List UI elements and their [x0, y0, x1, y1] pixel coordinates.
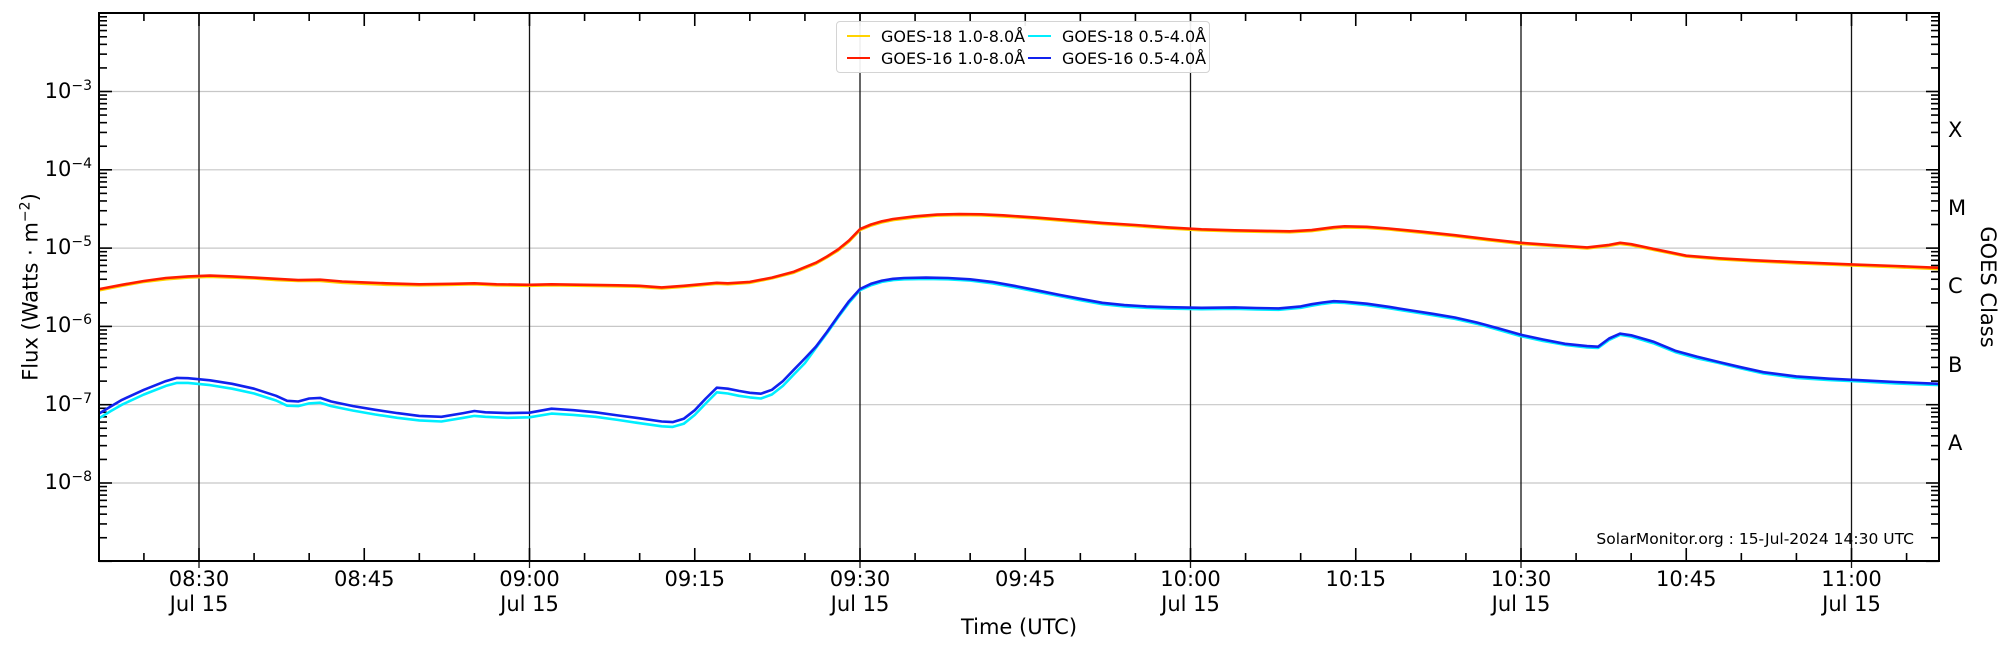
x-tick-time: 09:15	[664, 567, 726, 591]
y-tick-label: 10−4	[44, 155, 92, 181]
x-tick-time: 09:45	[994, 567, 1056, 591]
legend-label: GOES-18 0.5-4.0Å	[1062, 26, 1207, 46]
x-tick-time: 09:30	[829, 567, 891, 591]
legend-entry-goes16-short: GOES-16 0.5-4.0Å	[1028, 47, 1206, 69]
legend-entry-goes18-long: GOES-18 1.0-8.0Å	[847, 25, 1025, 47]
legend-entry-goes16-long: GOES-16 1.0-8.0Å	[847, 47, 1025, 69]
y-axis-title: Flux (Watts · m−2)	[18, 193, 43, 381]
x-tick-date: Jul 15	[1161, 592, 1220, 617]
goes16-short-line-swatch	[1028, 57, 1051, 59]
x-tick-date: Jul 15	[169, 592, 229, 617]
x-tick-time: 10:00	[1160, 567, 1221, 591]
goes-class-label-x: X	[1948, 117, 1963, 142]
x-tick-date: Jul 15	[830, 592, 890, 617]
x-tick-label: 09:30 Jul 15	[805, 567, 915, 617]
y-tick-label: 10−8	[44, 469, 92, 494]
legend-label: GOES-18 1.0-8.0Å	[881, 26, 1026, 46]
flux-curve-goes-16-0-5-4-0-	[99, 276, 1939, 424]
x-tick-time: 10:30	[1490, 567, 1552, 591]
x-tick-time: 08:45	[333, 567, 395, 591]
x-tick-label: 10:30 Jul 15	[1466, 567, 1576, 617]
goes18-short-line-swatch	[1028, 35, 1051, 37]
legend-entry-goes18-short: GOES-18 0.5-4.0Å	[1028, 25, 1206, 47]
y-tick-label: 10−6	[44, 312, 92, 338]
horizontal-gridlines	[99, 90, 1939, 484]
x-tick-time: 11:00	[1821, 567, 1882, 591]
x-axis-title: Time (UTC)	[960, 615, 1078, 639]
goes-class-label-a: A	[1948, 430, 1963, 455]
x-tick-time: 10:45	[1655, 567, 1717, 591]
x-tick-time: 10:15	[1325, 567, 1387, 591]
goes-class-label-m: M	[1948, 195, 1967, 220]
x-tick-label: 08:30 Jul 15	[144, 567, 254, 617]
x-tick-label: 08:45	[309, 567, 419, 592]
x-tick-label: 09:15	[640, 567, 750, 592]
x-tick-time: 08:30	[168, 567, 230, 591]
plot-border	[98, 12, 1940, 562]
goes16-long-line-swatch	[847, 57, 870, 59]
x-tick-time: 09:00	[499, 567, 560, 591]
flux-curve-goes-16-1-0-8-0-	[99, 212, 1939, 291]
axis-ticks	[99, 12, 1939, 563]
legend: GOES-18 1.0-8.0Å GOES-16 1.0-8.0Å GOES-1…	[836, 21, 1210, 73]
x-tick-date: Jul 15	[1491, 592, 1551, 617]
legend-label: GOES-16 0.5-4.0Å	[1062, 48, 1207, 68]
goes-class-label-b: B	[1948, 352, 1963, 377]
x-tick-label: 10:00 Jul 15	[1136, 567, 1246, 617]
flux-curve-goes-18-1-0-8-0-	[99, 213, 1939, 292]
x-tick-label: 10:45	[1631, 567, 1741, 592]
y-tick-label: 10−3	[44, 77, 92, 103]
right-axis-title: GOES Class	[1976, 226, 2000, 348]
solarmonitor-timestamp: SolarMonitor.org : 15-Jul-2024 14:30 UTC	[1596, 530, 1914, 548]
x-tick-label: 09:00 Jul 15	[475, 567, 585, 617]
y-axis-title-sup: −2	[17, 201, 34, 223]
legend-label: GOES-16 1.0-8.0Å	[881, 48, 1026, 68]
x-tick-label: 10:15	[1301, 567, 1411, 592]
x-tick-label: 11:00 Jul 15	[1797, 567, 1907, 617]
y-axis-title-post: )	[18, 193, 43, 202]
flux-curves	[99, 212, 1939, 429]
y-tick-label: 10−5	[44, 234, 92, 260]
goes-class-label-c: C	[1948, 274, 1963, 299]
x-tick-date: Jul 15	[1822, 592, 1881, 617]
x-tick-date: Jul 15	[500, 592, 559, 617]
y-tick-label: 10−7	[44, 390, 92, 416]
x-tick-label: 09:45	[970, 567, 1080, 592]
goes18-long-line-swatch	[847, 35, 870, 37]
